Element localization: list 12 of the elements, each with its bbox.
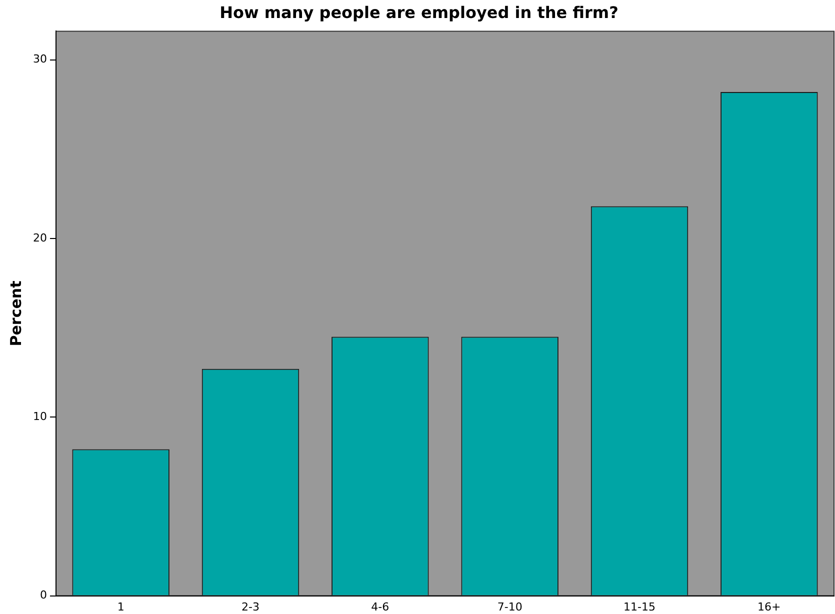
x-tick-label: 4-6: [371, 600, 390, 614]
y-axis-title: Percent: [6, 280, 25, 346]
x-tick-label: 2-3: [242, 600, 260, 614]
x-tick-label: 7-10: [497, 600, 522, 614]
x-tick-label: 16+: [758, 600, 781, 614]
y-tick-label: 30: [32, 52, 47, 66]
y-tick-label: 10: [32, 410, 47, 423]
chart-title: How many people are employed in the firm?: [220, 2, 618, 22]
y-tick-label: 20: [32, 231, 47, 244]
x-tick-label: 1: [117, 600, 124, 614]
y-tick-label: 0: [40, 588, 47, 602]
x-tick-label: 11-15: [624, 600, 656, 614]
